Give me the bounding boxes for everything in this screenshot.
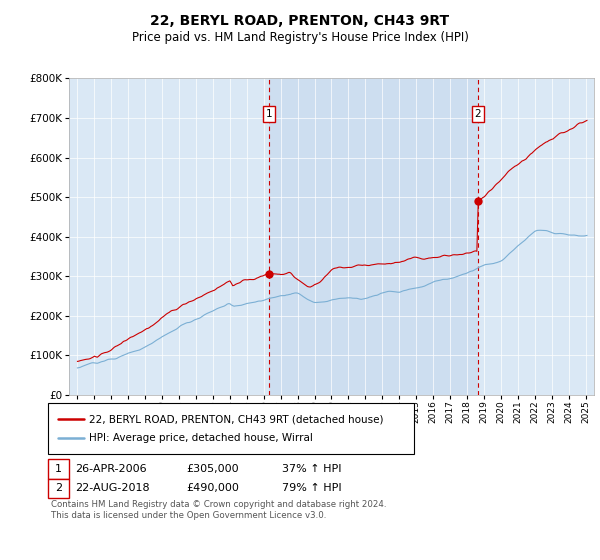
Text: 22-AUG-2018: 22-AUG-2018: [75, 483, 149, 493]
Text: 2: 2: [475, 109, 481, 119]
Bar: [269, 78, 478, 395]
Text: 26-APR-2006: 26-APR-2006: [75, 464, 146, 474]
Text: £305,000: £305,000: [186, 464, 239, 474]
Text: 2: 2: [55, 483, 62, 493]
Text: 79% ↑ HPI: 79% ↑ HPI: [282, 483, 341, 493]
Text: HPI: Average price, detached house, Wirral: HPI: Average price, detached house, Wirr…: [89, 433, 313, 444]
Text: 22, BERYL ROAD, PRENTON, CH43 9RT (detached house): 22, BERYL ROAD, PRENTON, CH43 9RT (detac…: [89, 414, 383, 424]
Text: Contains HM Land Registry data © Crown copyright and database right 2024.
This d: Contains HM Land Registry data © Crown c…: [51, 500, 386, 520]
Text: £490,000: £490,000: [186, 483, 239, 493]
Text: 22, BERYL ROAD, PRENTON, CH43 9RT: 22, BERYL ROAD, PRENTON, CH43 9RT: [151, 14, 449, 28]
Text: 1: 1: [55, 464, 62, 474]
Text: 1: 1: [266, 109, 272, 119]
Text: 37% ↑ HPI: 37% ↑ HPI: [282, 464, 341, 474]
Text: Price paid vs. HM Land Registry's House Price Index (HPI): Price paid vs. HM Land Registry's House …: [131, 31, 469, 44]
